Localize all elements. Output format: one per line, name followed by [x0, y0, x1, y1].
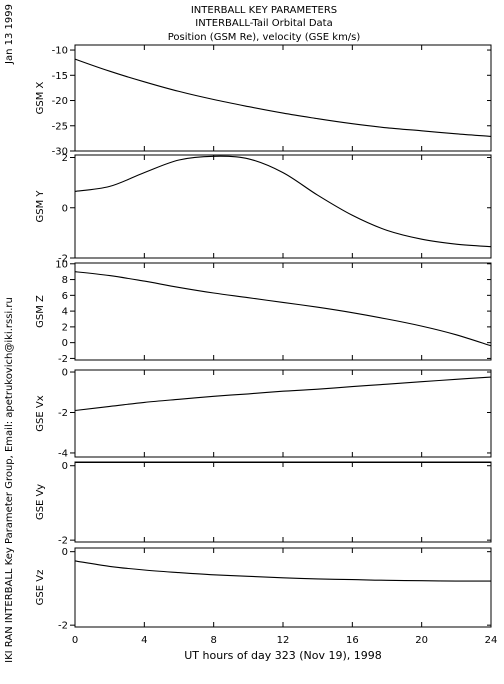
y-axis-label: GSE Vx	[35, 395, 46, 431]
y-axis-label: GSM Z	[35, 295, 46, 328]
title-line-1: INTERBALL KEY PARAMETERS	[191, 5, 337, 16]
x-tick-label: 16	[346, 635, 359, 646]
y-axis-label: GSE Vy	[35, 484, 46, 520]
panel-frame	[74, 154, 492, 259]
y-tick-label: -2	[58, 536, 68, 547]
panel-4: -4 -2 0 GSE Vx	[35, 368, 492, 459]
x-tick-label: 8	[210, 635, 216, 646]
credit-label: IKI RAN INTERBALL Key Parameter Group, E…	[4, 297, 15, 663]
y-tick-label: -2	[58, 621, 68, 632]
series-line	[74, 155, 492, 248]
y-axis-label: GSE Vz	[35, 570, 46, 606]
date-label: Jan 13 1999	[4, 4, 15, 65]
panel-frame	[74, 369, 492, 458]
panel-frame	[74, 461, 492, 543]
panel-2: -2 0 2 GSM Y	[35, 153, 492, 265]
y-tick-label: -10	[52, 46, 68, 57]
y-tick-label: 0	[62, 368, 68, 379]
x-tick-label: 4	[141, 635, 147, 646]
panel-frame	[74, 262, 492, 361]
y-tick-label: 8	[62, 275, 68, 286]
title-line-2: INTERBALL-Tail Orbital Data	[195, 18, 332, 29]
title-line-3: Position (GSM Re), velocity (GSE km/s)	[168, 32, 361, 43]
y-tick-label: -30	[52, 147, 68, 158]
y-tick-label: 0	[62, 203, 68, 214]
y-tick-label: 0	[62, 338, 68, 349]
x-tick-label: 12	[277, 635, 290, 646]
y-tick-label: -2	[58, 254, 68, 265]
panel-frame	[74, 44, 492, 152]
panel-3: -2 0 2 4 6 8 10 GSM Z	[35, 259, 492, 365]
y-tick-label: 6	[62, 291, 68, 302]
series-line	[74, 58, 492, 137]
y-tick-label: 2	[62, 153, 68, 164]
panel-5: -2 0 GSE Vy	[35, 461, 492, 547]
panel-1: -30 -25 -20 -15 -10 GSM X	[35, 44, 492, 158]
y-tick-label: 2	[62, 322, 68, 333]
x-tick-label: 20	[415, 635, 428, 646]
y-axis-label: GSM Y	[35, 190, 46, 223]
y-tick-label: -2	[58, 408, 68, 419]
y-tick-label: 0	[62, 461, 68, 472]
panel-6: -2 0 GSE Vz	[35, 547, 492, 632]
panel-frame	[74, 547, 492, 628]
series-line	[74, 271, 492, 347]
y-tick-label: -15	[52, 71, 68, 82]
y-tick-label: -4	[58, 448, 68, 459]
x-tick-label: 24	[485, 635, 498, 646]
x-axis-label: UT hours of day 323 (Nov 19), 1998	[184, 649, 382, 662]
y-tick-label: -2	[58, 354, 68, 365]
y-tick-label: 4	[62, 307, 68, 318]
y-tick-label: 0	[62, 547, 68, 558]
y-tick-label: -25	[52, 121, 68, 132]
y-tick-label: 10	[55, 259, 68, 270]
x-tick-label: 0	[72, 635, 78, 646]
series-line	[74, 560, 491, 582]
y-axis-label: GSM X	[35, 81, 46, 114]
series-line	[74, 376, 492, 412]
y-tick-label: -20	[52, 96, 68, 107]
